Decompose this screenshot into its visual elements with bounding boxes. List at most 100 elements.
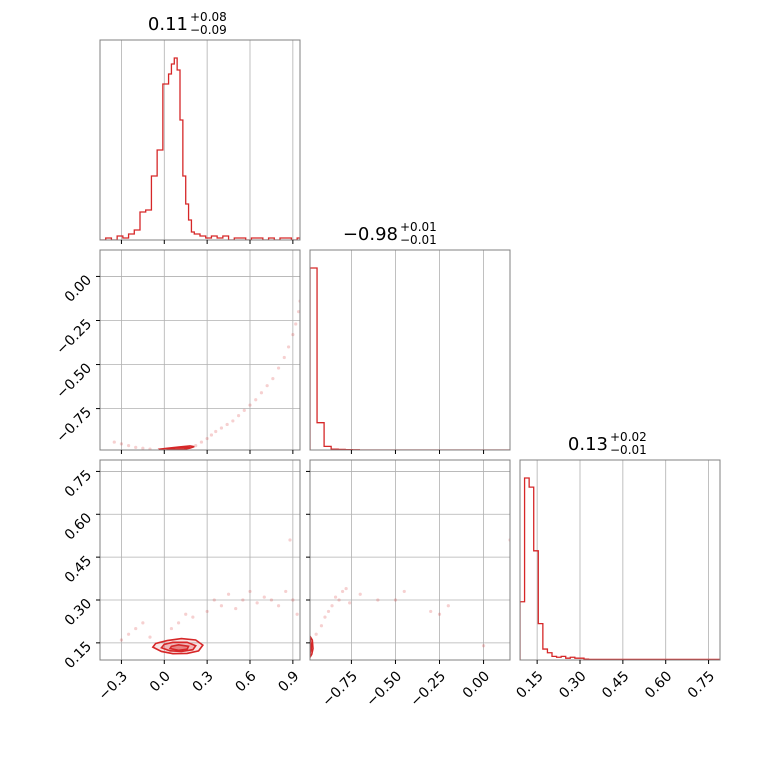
x-tick-label: 0.6 bbox=[233, 668, 260, 695]
sample-point bbox=[191, 615, 195, 619]
sample-point bbox=[126, 632, 131, 636]
axes-frame-2-2 bbox=[519, 459, 721, 661]
sample-point bbox=[481, 644, 486, 648]
x-tick-label: −0.50 bbox=[363, 668, 405, 710]
sample-point bbox=[226, 592, 231, 596]
title-lower-error: −0.01 bbox=[400, 233, 437, 247]
sample-point bbox=[194, 443, 198, 448]
grid-2-0 bbox=[100, 460, 300, 660]
x-tick-label: 0.15 bbox=[513, 668, 546, 701]
sample-point bbox=[326, 609, 331, 614]
sample-point bbox=[284, 589, 288, 594]
sample-point bbox=[169, 626, 174, 631]
y-tick-label: 0.15 bbox=[62, 639, 95, 672]
axes-frame-0-0 bbox=[99, 39, 301, 241]
axes-frame-1-1 bbox=[309, 249, 511, 451]
x-tick-label: −0.3 bbox=[96, 668, 131, 703]
sample-point bbox=[134, 445, 138, 449]
histogram-param-2 bbox=[520, 477, 720, 660]
contour-level-2 bbox=[168, 644, 190, 652]
sample-point bbox=[348, 601, 352, 605]
x-tick-label: 0.9 bbox=[275, 668, 302, 695]
sample-point bbox=[242, 408, 246, 412]
sample-point bbox=[236, 414, 241, 418]
sample-point bbox=[262, 595, 266, 599]
sample-point bbox=[214, 429, 218, 434]
x-tick-label: 0.30 bbox=[556, 668, 589, 701]
scatter-panel-2-1 bbox=[310, 538, 510, 659]
sample-point bbox=[141, 446, 145, 450]
sample-point bbox=[429, 609, 433, 614]
x-tick-label: 0.00 bbox=[460, 668, 493, 701]
title-upper-error: +0.08 bbox=[190, 10, 227, 24]
sample-point bbox=[319, 624, 324, 628]
sample-point bbox=[288, 538, 292, 542]
axes-frame-2-0 bbox=[99, 459, 301, 661]
x-tick-label: 0.0 bbox=[147, 668, 174, 695]
sample-point bbox=[294, 322, 298, 326]
y-tick-label: −0.50 bbox=[53, 360, 95, 402]
x-tick-label: −0.25 bbox=[407, 668, 449, 710]
sample-point bbox=[296, 310, 300, 314]
grid-1-0 bbox=[100, 250, 300, 450]
sample-point bbox=[205, 436, 209, 441]
title-value: 0.13 bbox=[568, 434, 608, 455]
sample-point bbox=[337, 598, 341, 602]
histogram-param-1 bbox=[310, 267, 510, 450]
sample-point bbox=[212, 598, 216, 602]
y-tick-label: 0.75 bbox=[62, 467, 95, 500]
sample-point bbox=[269, 598, 274, 602]
sample-point bbox=[119, 638, 124, 642]
sample-point bbox=[255, 601, 259, 605]
sample-point bbox=[291, 598, 295, 602]
sample-point bbox=[265, 384, 269, 388]
sample-point bbox=[225, 422, 229, 427]
sample-point bbox=[219, 426, 224, 430]
sample-point bbox=[148, 635, 152, 639]
sample-point bbox=[259, 391, 264, 395]
sample-point bbox=[276, 366, 281, 370]
sample-point bbox=[323, 615, 327, 619]
title-upper-error: +0.01 bbox=[400, 220, 437, 234]
grid-0-0 bbox=[121, 40, 294, 240]
x-tick-label: 0.60 bbox=[642, 668, 675, 701]
sample-point bbox=[231, 419, 235, 423]
scatter-panel-1-0 bbox=[112, 299, 300, 450]
title-upper-error: +0.02 bbox=[610, 430, 647, 444]
grid-2-1 bbox=[310, 460, 510, 660]
sample-point bbox=[248, 403, 252, 407]
sample-point bbox=[248, 589, 252, 594]
sample-point bbox=[134, 626, 138, 631]
y-tick-label: 0.60 bbox=[62, 510, 95, 543]
sample-point bbox=[330, 604, 334, 608]
sample-point bbox=[209, 433, 214, 437]
sample-point bbox=[286, 345, 291, 349]
x-tick-label: 0.3 bbox=[190, 668, 217, 695]
sample-point bbox=[437, 612, 442, 616]
sample-point bbox=[295, 612, 299, 616]
sample-point bbox=[358, 592, 362, 596]
sample-point bbox=[393, 598, 398, 602]
sample-point bbox=[344, 586, 348, 591]
sample-point bbox=[176, 621, 181, 625]
sample-point bbox=[340, 589, 345, 594]
sample-point bbox=[119, 442, 124, 446]
title-value: 0.11 bbox=[148, 14, 188, 35]
sample-point bbox=[276, 604, 281, 608]
sample-point bbox=[282, 355, 286, 360]
param-2-title: 0.13 +0.02 −0.01 bbox=[568, 430, 647, 457]
param-1-title: −0.98 +0.01 −0.01 bbox=[343, 220, 437, 247]
title-lower-error: −0.09 bbox=[190, 23, 227, 37]
y-tick-label: 0.30 bbox=[62, 596, 95, 629]
title-value: −0.98 bbox=[343, 224, 398, 245]
axes-frame-2-1 bbox=[309, 459, 511, 661]
sample-point bbox=[333, 595, 338, 599]
sample-point bbox=[291, 332, 295, 337]
y-tick-label: −0.75 bbox=[53, 404, 95, 446]
sample-point bbox=[219, 604, 224, 608]
sample-point bbox=[112, 440, 116, 444]
sample-point bbox=[184, 612, 188, 616]
y-tick-label: 0.45 bbox=[62, 553, 95, 586]
sample-point bbox=[402, 589, 406, 594]
